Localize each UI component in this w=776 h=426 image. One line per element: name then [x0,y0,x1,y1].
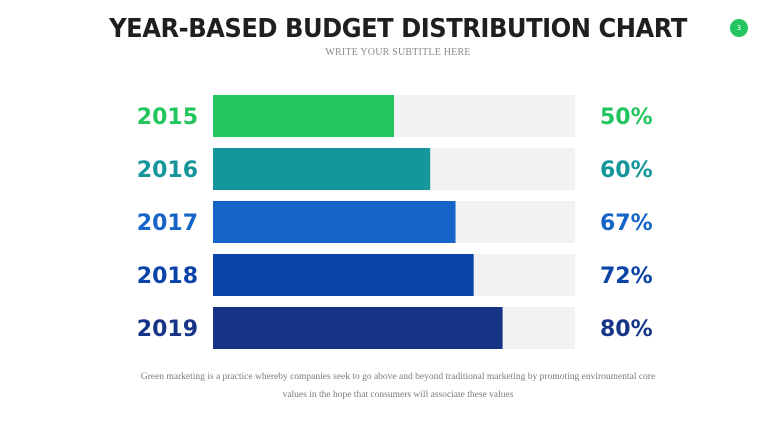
bar-row-2018: 2018 72% [137,254,653,296]
category-label: 2017 [137,211,198,236]
category-label: 2019 [137,317,198,342]
value-label: 72% [600,264,653,289]
bar-row-2016: 2016 60% [137,148,653,190]
chart-title: YEAR-BASED BUDGET DISTRIBUTION CHART [109,14,687,44]
bar-2019 [213,307,503,349]
bar-2017 [213,201,456,243]
category-label: 2016 [137,158,198,183]
page-number-badge: 3 [730,19,748,37]
category-label: 2018 [137,264,198,289]
chart-subtitle: WRITE YOUR SUBTITLE HERE [325,47,471,58]
bar-row-2017: 2017 67% [137,201,653,243]
footer-line-1: Green marketing is a practice whereby co… [140,372,656,382]
footer-description: Green marketing is a practice whereby co… [110,368,686,404]
bar-2016 [213,148,431,190]
bar-row-2019: 2019 80% [137,307,653,349]
bar-row-2015: 2015 50% [137,95,653,137]
category-label: 2015 [137,105,198,130]
value-label: 60% [600,158,653,183]
footer-line-2: values in the hope that consumers will a… [282,390,514,400]
value-label: 80% [600,317,653,342]
value-label: 50% [600,105,653,130]
bar-2015 [213,95,394,137]
bar-2018 [213,254,474,296]
value-label: 67% [600,211,653,236]
